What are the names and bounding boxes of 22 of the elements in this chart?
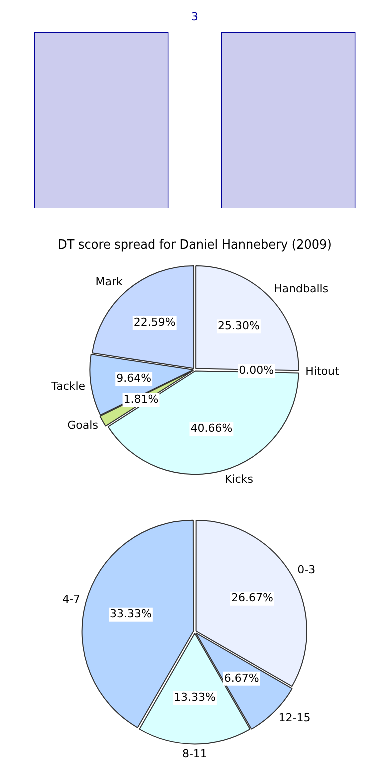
slice-label: Tackle xyxy=(50,380,86,393)
slice-label: Mark xyxy=(96,276,124,289)
category-label: Hitout xyxy=(306,364,340,378)
slice-label: 4-7 xyxy=(62,593,81,606)
slice-label: 8-11 xyxy=(182,747,208,760)
slice-label: 12-15 xyxy=(278,712,311,725)
chart-title: DT score spread for Daniel Hannebery (2009) xyxy=(58,236,332,252)
data-label: 25.30% xyxy=(218,320,260,332)
data-label: 9.64% xyxy=(116,372,152,385)
text: 3 xyxy=(192,10,198,24)
data-label: 1.81% xyxy=(124,392,159,406)
text: 0.00% xyxy=(239,364,274,377)
data-label: 6.67% xyxy=(224,672,260,685)
slice-label: 0-3 xyxy=(298,564,316,577)
slice-label: Kicks xyxy=(225,473,254,486)
data-label: 33.33% xyxy=(110,608,152,621)
slice-label: Handballs xyxy=(274,282,329,296)
data-label: 26.67% xyxy=(231,592,274,605)
data-label: 40.66% xyxy=(190,422,233,435)
slice-label: Goals xyxy=(68,418,99,432)
data-label: 13.33% xyxy=(174,691,216,704)
data-label: 22.59% xyxy=(134,316,176,329)
